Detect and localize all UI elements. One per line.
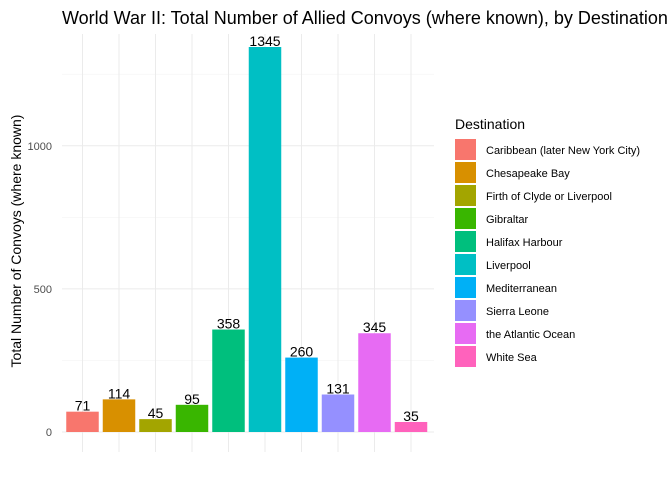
legend-swatch-6 [455,277,476,298]
y-tick-label-2: 1000 [28,141,52,153]
bar-4 [212,329,245,432]
bar-9 [394,421,428,432]
bar-5 [248,47,282,432]
legend-label-8: the Atlantic Ocean [486,329,575,341]
legend-swatch-4 [455,231,476,252]
data-label-1: 114 [108,385,131,401]
bar-3 [175,404,209,432]
legend-label-6: Mediterranean [486,283,557,295]
data-label-0: 71 [75,398,91,414]
data-label-9: 35 [403,408,419,424]
data-label-4: 358 [217,316,241,332]
bars-layer [66,47,428,432]
legend-swatch-0 [455,139,476,160]
y-tick-labels: 0 500 1000 [28,141,52,439]
data-label-7: 131 [326,381,350,397]
y-axis-title: Total Number of Convoys (where known) [8,115,24,368]
legend-label-4: Halifax Harbour [486,237,563,249]
legend-label-5: Liverpool [486,260,531,272]
legend-swatch-1 [455,162,476,183]
legend-label-9: White Sea [486,352,538,364]
data-labels: 71 114 45 95 358 1345 260 131 345 35 [75,33,419,424]
chart-title: World War II: Total Number of Allied Con… [62,8,668,28]
y-tick-label-0: 0 [46,427,52,439]
data-label-3: 95 [184,391,200,407]
bar-1 [102,399,136,432]
bar-2 [139,419,172,432]
legend-title: Destination [455,116,525,132]
data-label-2: 45 [148,405,164,421]
legend-swatch-9 [455,346,476,367]
legend-label-1: Chesapeake Bay [486,168,570,180]
legend-items: Caribbean (later New York City) Chesapeak… [455,139,640,367]
legend-swatch-2 [455,185,476,206]
legend-label-0: Caribbean (later New York City) [486,145,640,157]
legend-label-3: Gibraltar [486,214,529,226]
data-label-5: 1345 [249,33,280,49]
y-tick-label-1: 500 [34,284,52,296]
bar-0 [66,411,99,432]
legend-swatch-3 [455,208,476,229]
data-label-6: 260 [290,344,314,360]
bar-7 [321,394,355,432]
legend-swatch-7 [455,300,476,321]
bar-8 [358,333,391,432]
legend: Destination Caribbean (later New York Ci… [455,116,640,367]
legend-label-2: Firth of Clyde or Liverpool [486,191,612,203]
legend-label-7: Sierra Leone [486,306,549,318]
bar-6 [285,357,318,432]
legend-swatch-5 [455,254,476,275]
data-label-8: 345 [363,319,387,335]
legend-swatch-8 [455,323,476,344]
